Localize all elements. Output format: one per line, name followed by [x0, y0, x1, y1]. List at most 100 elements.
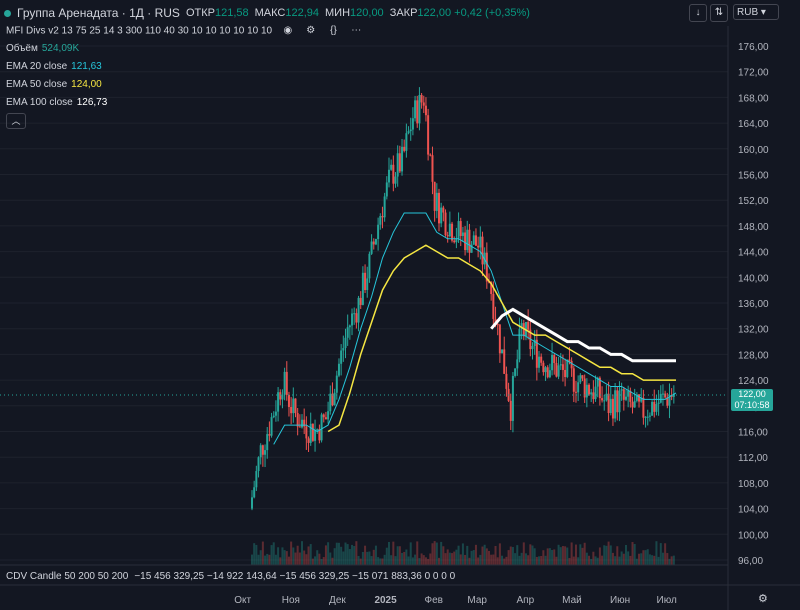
download-icon[interactable]: ↓ [689, 4, 707, 22]
volume-bar [647, 549, 649, 565]
eye-icon[interactable]: ◉ [281, 24, 295, 38]
candle-body [664, 394, 666, 398]
compare-icon[interactable]: ⇅ [710, 4, 728, 22]
volume-bar [381, 558, 383, 565]
volume-bar [271, 545, 273, 565]
y-tick-label: 176,00 [738, 42, 769, 53]
candle-body [405, 133, 407, 151]
volume-bar [316, 550, 318, 565]
candle-body [542, 363, 544, 372]
grid [0, 46, 728, 560]
volume-bar [362, 552, 364, 565]
candle-body [399, 153, 401, 171]
candle-body [395, 177, 397, 184]
candle-body [616, 390, 618, 412]
candle-body [381, 216, 383, 217]
candle-body [286, 372, 288, 395]
candle-body [582, 375, 584, 378]
candle-body [475, 235, 477, 245]
volume-bar [401, 553, 403, 565]
candle-body [312, 424, 314, 441]
price-axis[interactable]: 176,00 172,00 168,00 164,00 160,00 156,00 152,… [728, 36, 800, 567]
candle-body [547, 367, 549, 377]
x-tick-label: 2025 [374, 595, 397, 606]
volume-bar [351, 545, 353, 565]
volume-bar [297, 546, 299, 565]
volume-bar [338, 543, 340, 565]
candle-body [647, 417, 649, 418]
source-code-icon[interactable]: {} [326, 24, 340, 38]
candle-body [364, 273, 366, 290]
volume-bar [416, 541, 418, 565]
volume-bar [314, 556, 316, 565]
candle-body [327, 411, 329, 419]
symbol-title[interactable]: Группа Аренадата · 1Д · RUS [17, 6, 180, 20]
volume-bar [584, 543, 586, 565]
candle-body [351, 314, 353, 326]
volume-bar [384, 555, 386, 565]
volume-bar [590, 559, 592, 565]
y-tick-label: 100,00 [738, 530, 769, 541]
candle-body [560, 364, 562, 365]
y-tick-label: 128,00 [738, 350, 769, 361]
cdv-legend[interactable]: CDV Candle 50 200 50 200 −15 456 329,25 −… [6, 571, 455, 582]
candle-body [294, 399, 296, 414]
volume-bar [608, 542, 610, 565]
candle-body [503, 349, 505, 373]
candle-body [321, 414, 323, 440]
volume-bar [618, 557, 620, 565]
y-tick-label: 164,00 [738, 119, 769, 130]
candle-body [305, 426, 307, 438]
candle-body [401, 147, 403, 172]
volume-bar [288, 557, 290, 565]
volume-bar [499, 543, 501, 565]
volume-bar [671, 556, 673, 565]
collapse-legend-button[interactable]: ︿ [6, 113, 26, 129]
volume-bar [486, 548, 488, 565]
candle-body [253, 487, 255, 497]
volume-bar [564, 546, 566, 565]
candle-body [586, 385, 588, 398]
currency-select[interactable]: RUB ▾ [733, 4, 779, 20]
candle-body [325, 417, 327, 419]
volume-bar [440, 542, 442, 565]
ema100-legend[interactable]: EMA 100 close 126,73 [6, 97, 107, 108]
ema50-legend[interactable]: EMA 50 close 124,00 [6, 79, 102, 90]
volume-bar [649, 554, 651, 565]
volume-bar [514, 553, 516, 565]
y-tick-label: 140,00 [738, 273, 769, 284]
ema20-legend[interactable]: EMA 20 close 121,63 [6, 61, 102, 72]
volume-bar [555, 557, 557, 565]
volume-bar [340, 547, 342, 565]
volume-bar [392, 542, 394, 565]
volume-bar [547, 548, 549, 565]
volume-bar [260, 550, 262, 565]
ohlc-high: МАКС122,94 [255, 7, 319, 19]
candle-body [662, 394, 664, 395]
settings-icon[interactable]: ⚙ [304, 24, 318, 38]
volume-bar [651, 555, 653, 565]
candle-body [558, 365, 560, 376]
volume-bar [549, 548, 551, 565]
more-icon[interactable]: ⋯ [349, 24, 363, 38]
volume-bar [410, 542, 412, 565]
candle-body [464, 232, 466, 250]
volume-bar [347, 544, 349, 565]
volume-bar [545, 556, 547, 565]
y-tick-label: 156,00 [738, 171, 769, 182]
volume-bar [571, 542, 573, 565]
mfi-indicator-legend[interactable]: MFI Divs v2 13 75 25 14 3 300 110 40 30 … [6, 24, 363, 38]
volume-bar [640, 553, 642, 565]
volume-bar [423, 555, 425, 565]
volume-bar [342, 552, 344, 565]
candle-body [510, 401, 512, 421]
chart-settings-icon[interactable]: ⚙ [758, 592, 768, 605]
candle-body [453, 241, 455, 243]
volume-legend[interactable]: Объём 524,09K [6, 43, 79, 54]
candle-body [632, 402, 634, 408]
volume-bar [575, 545, 577, 565]
volume-bar [366, 552, 368, 565]
volume-bar [538, 556, 540, 565]
candle-body [575, 392, 577, 393]
